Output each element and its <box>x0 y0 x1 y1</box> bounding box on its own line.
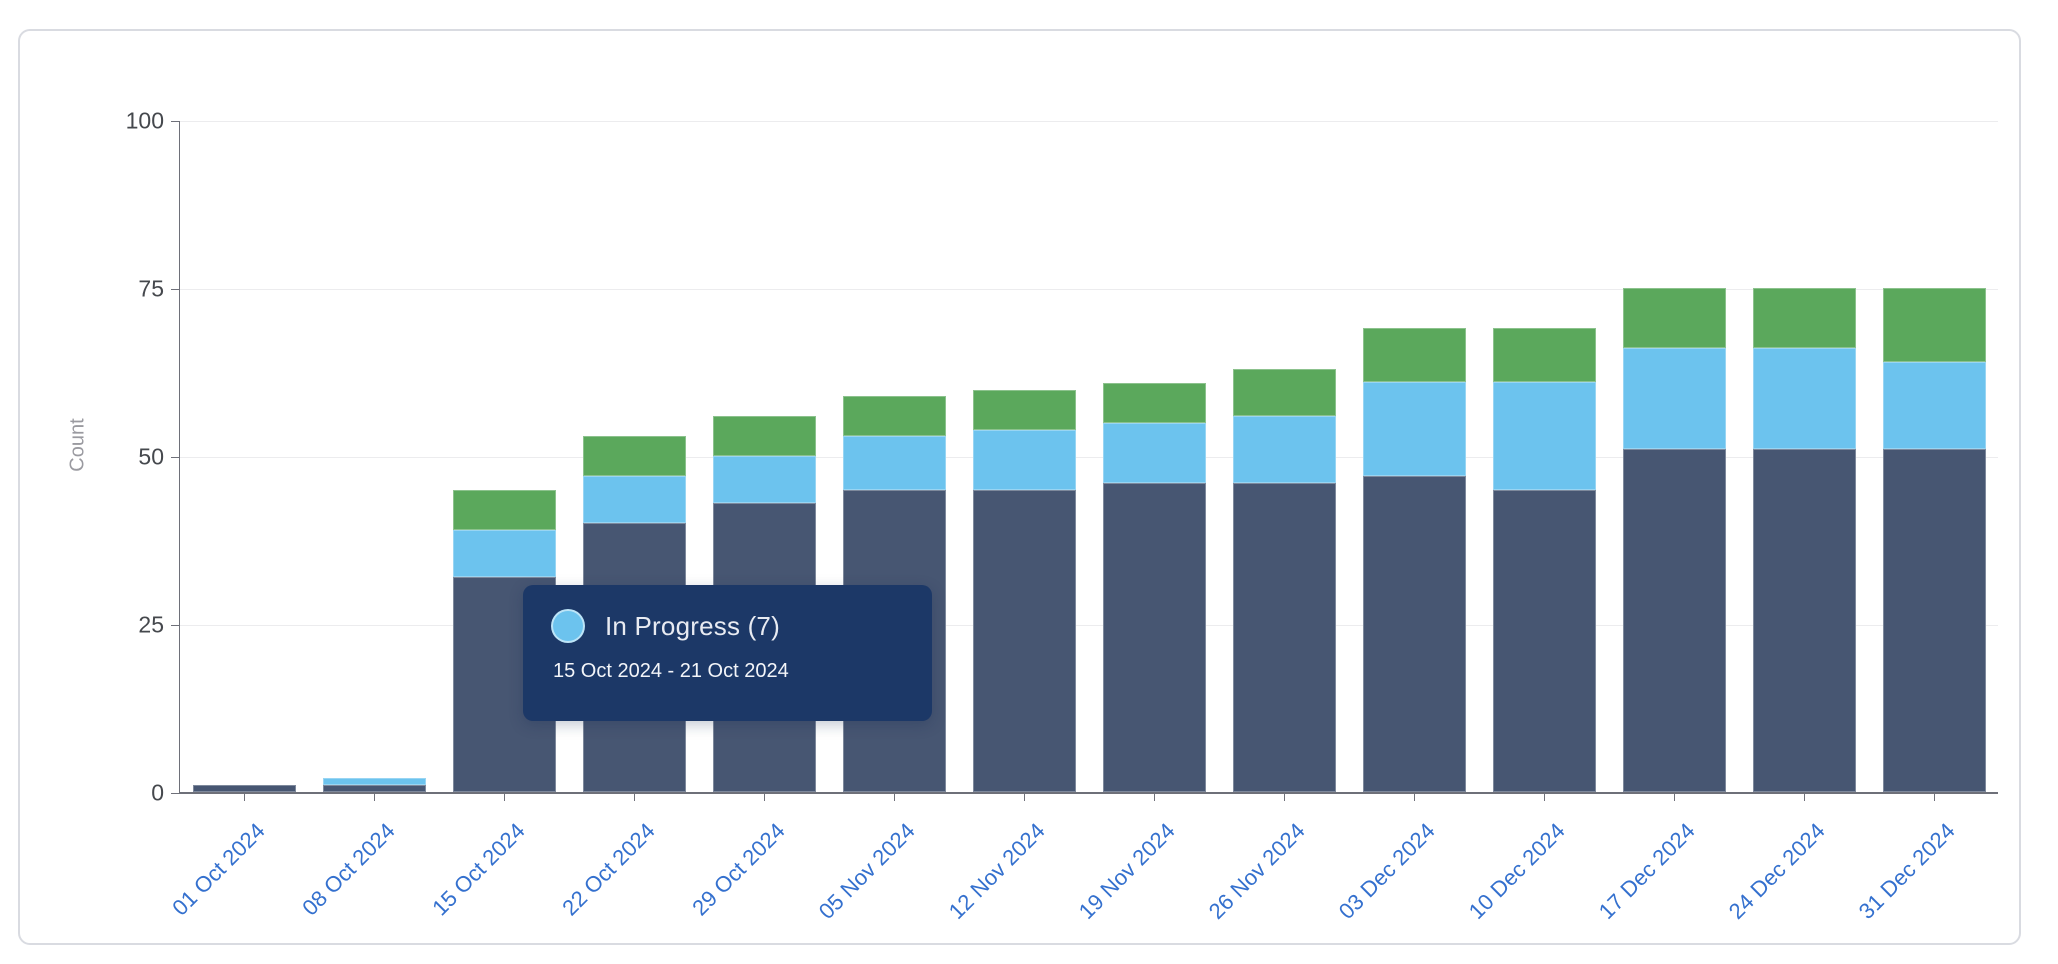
x-axis-tick <box>1024 793 1025 801</box>
bar-segment[interactable] <box>1493 382 1596 490</box>
bar-segment[interactable] <box>1103 483 1206 792</box>
x-axis-tick <box>374 793 375 801</box>
bar-segment[interactable] <box>1363 382 1466 476</box>
gridline <box>179 289 1998 290</box>
chart-tooltip: In Progress (7) 15 Oct 2024 - 21 Oct 202… <box>523 585 932 721</box>
x-axis-tick <box>764 793 765 801</box>
y-axis-tick <box>171 121 179 122</box>
bar-segment[interactable] <box>973 490 1076 792</box>
y-axis-tick-label: 50 <box>138 443 164 470</box>
x-axis-tick <box>1414 793 1415 801</box>
x-axis-tick <box>1934 793 1935 801</box>
y-axis-tick <box>171 625 179 626</box>
x-axis-tick <box>1154 793 1155 801</box>
bar-segment[interactable] <box>1493 490 1596 792</box>
x-axis-line <box>179 792 1998 794</box>
bar-segment[interactable] <box>1883 449 1986 792</box>
bar-segment[interactable] <box>1233 369 1336 416</box>
bar-segment[interactable] <box>1883 362 1986 449</box>
bar-segment[interactable] <box>843 396 946 436</box>
tooltip-date-range: 15 Oct 2024 - 21 Oct 2024 <box>553 660 789 682</box>
y-axis-line <box>179 121 180 793</box>
bar-segment[interactable] <box>1883 288 1986 362</box>
gridline <box>179 625 1998 626</box>
y-axis-tick-label: 0 <box>151 779 164 806</box>
bar-segment[interactable] <box>713 456 816 503</box>
bar-segment[interactable] <box>1753 449 1856 792</box>
bar-segment[interactable] <box>453 490 556 530</box>
bar-segment[interactable] <box>1623 449 1726 792</box>
series-marker-icon <box>551 609 585 643</box>
bar-segment[interactable] <box>1233 416 1336 483</box>
bar-segment[interactable] <box>1623 348 1726 449</box>
x-axis-tick <box>1674 793 1675 801</box>
bar-segment[interactable] <box>323 785 426 792</box>
bar-segment[interactable] <box>1753 348 1856 449</box>
x-axis-tick <box>244 793 245 801</box>
x-axis-tick <box>1284 793 1285 801</box>
bar-segment[interactable] <box>1493 328 1596 382</box>
y-axis-tick-label: 100 <box>125 107 164 134</box>
y-axis-tick <box>171 289 179 290</box>
y-axis-tick-label: 75 <box>138 275 164 302</box>
y-axis-tick <box>171 793 179 794</box>
bar-segment[interactable] <box>1363 476 1466 792</box>
tooltip-series-label: In Progress (7) <box>605 610 780 641</box>
y-axis-tick <box>171 457 179 458</box>
bar-segment[interactable] <box>323 778 426 785</box>
bar-segment[interactable] <box>583 476 686 523</box>
x-axis-tick <box>504 793 505 801</box>
bar-segment[interactable] <box>973 430 1076 490</box>
x-axis-tick <box>634 793 635 801</box>
bar-segment[interactable] <box>843 436 946 490</box>
x-axis-tick <box>1804 793 1805 801</box>
bar-segment[interactable] <box>1753 288 1856 348</box>
x-axis-tick <box>1544 793 1545 801</box>
bar-segment[interactable] <box>1363 328 1466 382</box>
bar-segment[interactable] <box>1233 483 1336 792</box>
y-axis-title: Count <box>66 418 89 472</box>
gridline <box>179 457 1998 458</box>
bar-segment[interactable] <box>973 390 1076 430</box>
y-axis-tick-label: 25 <box>138 611 164 638</box>
bar-segment[interactable] <box>453 530 556 577</box>
bar-segment[interactable] <box>1103 423 1206 483</box>
bar-segment[interactable] <box>583 436 686 476</box>
bar-segment[interactable] <box>1623 288 1726 348</box>
x-axis-tick <box>894 793 895 801</box>
bar-segment[interactable] <box>713 416 816 456</box>
bar-segment[interactable] <box>1103 383 1206 423</box>
bar-segment[interactable] <box>193 785 296 792</box>
gridline <box>179 121 1998 122</box>
